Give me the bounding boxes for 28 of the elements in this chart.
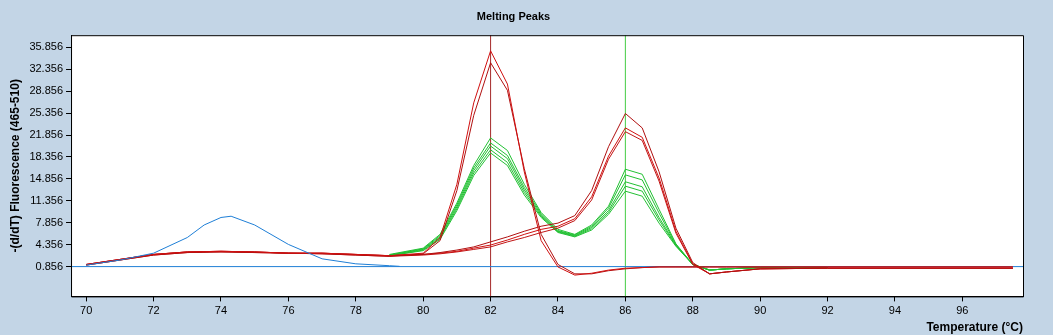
x-tick-label: 72 xyxy=(147,304,160,317)
y-axis-title: -(d/dT) Fluorescence (465-510) xyxy=(7,79,22,253)
y-tick-label: 7.856 xyxy=(35,215,64,228)
x-tick-label: 76 xyxy=(282,304,295,317)
y-tick-label: 11.356 xyxy=(30,193,64,206)
x-tick-label: 86 xyxy=(619,304,632,317)
x-tick-label: 84 xyxy=(551,304,565,317)
chart-title: Melting Peaks xyxy=(476,9,551,22)
y-tick-label: 28.856 xyxy=(29,84,64,97)
x-tick-label: 78 xyxy=(349,304,362,317)
x-axis-title: Temperature (°C) xyxy=(926,320,1023,335)
x-tick-label: 94 xyxy=(888,304,902,317)
y-tick-label: 35.856 xyxy=(29,40,64,53)
x-tick-label: 82 xyxy=(484,304,497,317)
x-tick-label: 96 xyxy=(956,304,969,317)
y-tick-label: 14.856 xyxy=(29,171,64,184)
y-tick-label: 25.356 xyxy=(29,106,64,119)
x-tick-label: 80 xyxy=(417,304,430,317)
x-tick-label: 90 xyxy=(754,304,767,317)
x-tick-label: 74 xyxy=(214,304,228,317)
y-tick-label: 4.356 xyxy=(35,237,64,250)
y-tick-label: 21.856 xyxy=(29,128,64,141)
x-tick-label: 92 xyxy=(821,304,834,317)
x-tick-label: 70 xyxy=(80,304,93,317)
y-tick-label: 0.856 xyxy=(35,259,64,272)
y-tick-label: 18.356 xyxy=(29,150,64,163)
y-tick-label: 32.356 xyxy=(29,62,64,75)
x-tick-label: 88 xyxy=(686,304,699,317)
